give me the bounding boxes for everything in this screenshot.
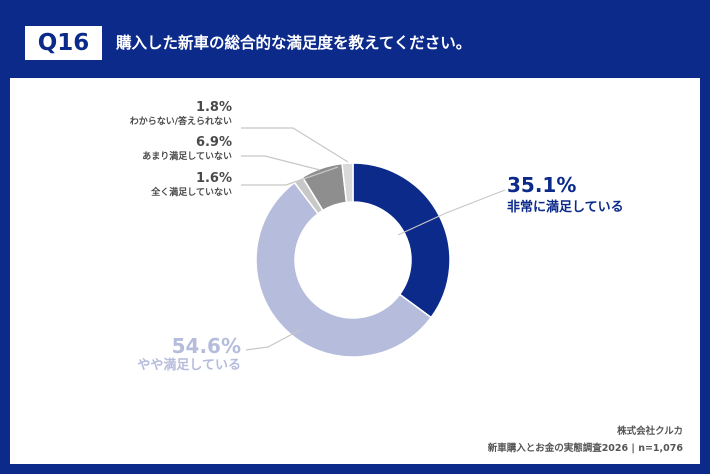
leader-line-not-at-all (241, 166, 339, 186)
company-name: 株式会社クルカ (617, 425, 683, 437)
survey-source: 新車購入とお金の実態調査2026 | n=1,076 (488, 442, 684, 454)
not-at-all-category-label: 全く満足していない (150, 186, 232, 198)
very-satisfied-value-label: 35.1% (507, 173, 576, 197)
leader-line-very-satisfied (397, 189, 506, 236)
very-satisfied-category-label: 非常に満足している (507, 199, 624, 215)
dont-know-value-label: 1.8% (196, 100, 232, 115)
donut-slice-very-satisfied (352, 162, 451, 319)
chart-panel (10, 78, 700, 464)
leader-line-somewhat-satisfied (245, 329, 301, 351)
not-very-category-label: あまり満足していない (142, 150, 232, 162)
not-very-value-label: 6.9% (196, 135, 232, 150)
dont-know-category-label: わからない/答えられない (130, 115, 232, 127)
donut-slice-somewhat-satisfied (255, 181, 433, 358)
somewhat-satisfied-value-label: 54.6% (172, 334, 241, 358)
donut-slices (255, 162, 451, 358)
leader-line-dont-know (241, 127, 349, 163)
question-header: Q16 購入した新車の総合的な満足度を教えてください。 (0, 0, 710, 78)
not-at-all-value-label: 1.6% (196, 171, 232, 186)
question-number-badge: Q16 (25, 26, 102, 60)
donut-slice-dont-know (341, 162, 354, 204)
question-title: 購入した新車の総合的な満足度を教えてください。 (116, 34, 472, 52)
somewhat-satisfied-category-label: やや満足している (137, 357, 241, 373)
leader-line-not-very (241, 155, 321, 171)
leader-lines (241, 127, 506, 351)
